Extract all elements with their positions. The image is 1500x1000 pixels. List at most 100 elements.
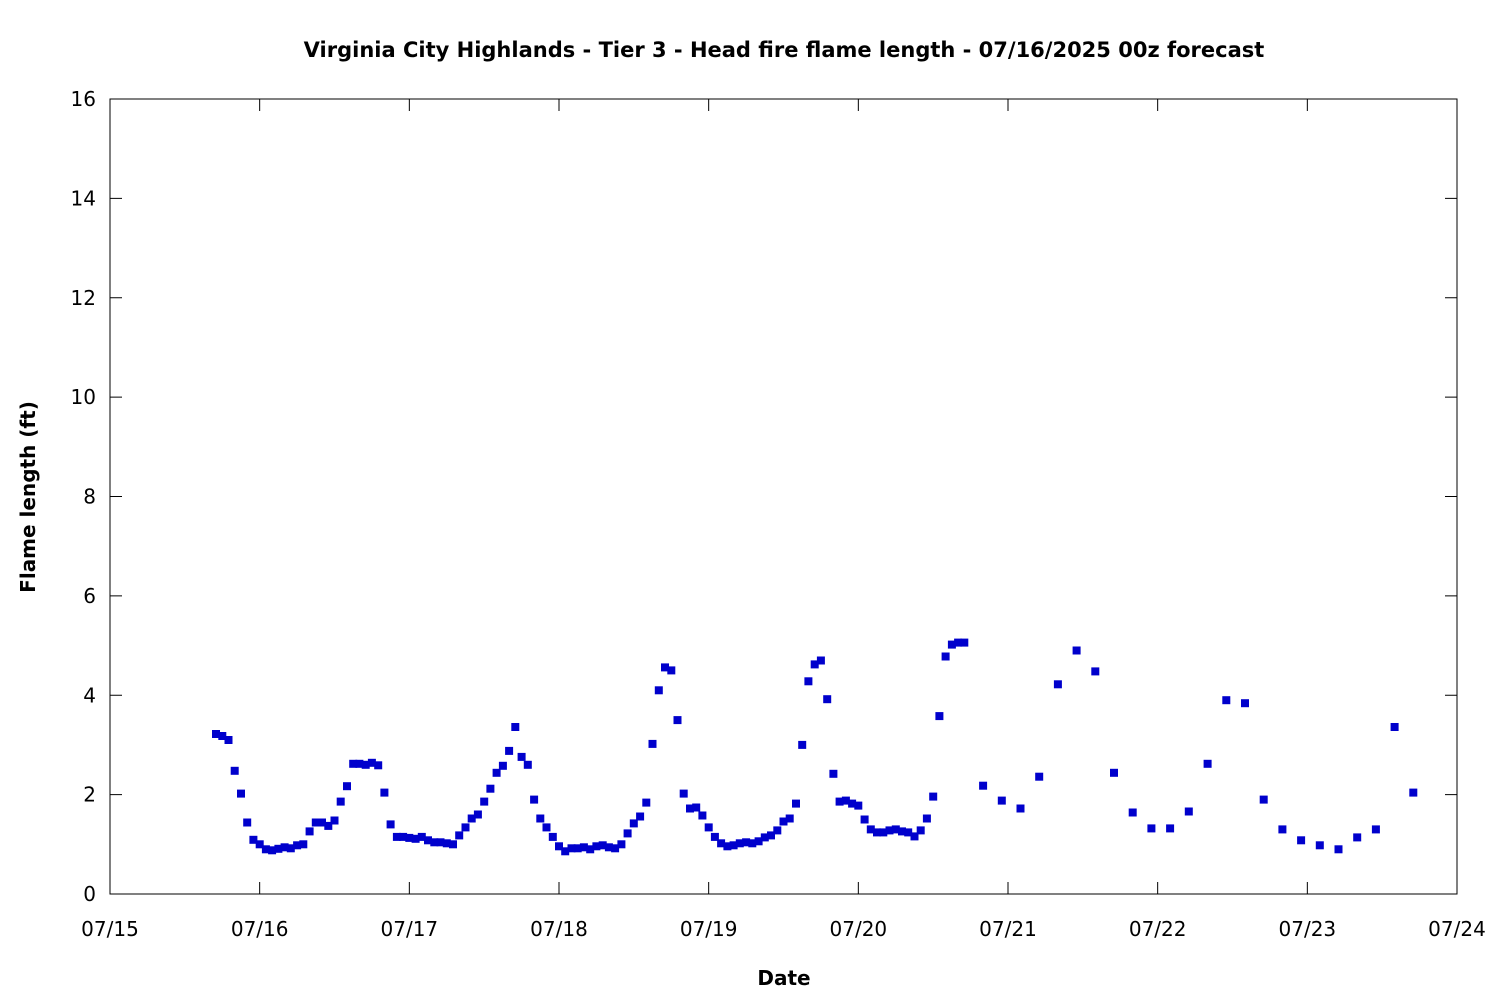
data-point: [579, 843, 588, 852]
x-tick-label: 07/22: [1129, 917, 1187, 941]
data-point: [617, 840, 626, 849]
data-point: [642, 798, 651, 807]
data-point: [1315, 841, 1324, 850]
data-point: [536, 814, 545, 823]
data-point: [997, 796, 1006, 805]
y-tick-label: 4: [83, 683, 96, 707]
data-point: [268, 846, 277, 855]
data-point: [679, 789, 688, 798]
data-point: [318, 818, 326, 827]
data-point: [286, 844, 295, 853]
data-point: [548, 832, 557, 841]
data-point: [717, 839, 726, 848]
data-point: [561, 847, 570, 856]
data-point: [816, 656, 825, 665]
data-point: [1371, 825, 1380, 834]
data-point: [767, 831, 775, 840]
x-tick-label: 07/16: [231, 917, 289, 941]
data-point: [947, 640, 956, 649]
data-point: [586, 845, 595, 854]
data-point: [1259, 795, 1268, 804]
data-point: [1110, 768, 1118, 777]
data-point: [473, 810, 482, 819]
x-tick-label: 07/15: [81, 917, 139, 941]
data-point: [311, 818, 320, 827]
data-point: [237, 789, 245, 798]
data-point: [891, 825, 900, 834]
data-point: [261, 845, 270, 854]
data-point: [224, 736, 233, 744]
data-point: [399, 832, 408, 841]
data-point: [380, 788, 389, 797]
data-point: [436, 838, 445, 847]
data-point: [1184, 807, 1193, 816]
data-point: [829, 769, 838, 778]
data-point: [498, 761, 507, 770]
y-tick-label: 14: [71, 186, 96, 210]
data-point: [343, 782, 351, 791]
data-point: [542, 823, 551, 832]
data-point: [405, 833, 414, 842]
data-point: [1016, 804, 1025, 813]
data-point: [293, 841, 302, 850]
data-point: [330, 816, 339, 825]
data-point: [442, 839, 451, 848]
data-point: [623, 829, 632, 838]
data-point: [898, 827, 906, 836]
data-point: [710, 832, 719, 841]
data-point: [754, 837, 763, 846]
data-point: [686, 804, 694, 813]
y-tick-label: 0: [83, 882, 96, 906]
data-point: [960, 638, 969, 647]
data-point: [742, 838, 751, 847]
data-point: [1334, 845, 1343, 854]
data-point: [305, 827, 314, 836]
data-point: [1390, 723, 1399, 731]
data-point: [361, 760, 370, 769]
data-point: [492, 768, 501, 777]
data-point: [1035, 772, 1044, 781]
data-point: [392, 832, 401, 841]
data-point: [417, 832, 426, 841]
data-point: [735, 839, 744, 848]
data-point: [530, 795, 539, 804]
axis-ticks: 0 2 4 6 8 10 12 14 16 07/15 07/16 07/17 07/18 07/19 07…: [71, 87, 1486, 941]
y-tick-label: 8: [83, 485, 96, 509]
data-point: [374, 761, 383, 770]
data-point: [1203, 759, 1212, 768]
data-point: [555, 842, 563, 851]
data-point: [573, 844, 582, 853]
data-point: [954, 638, 963, 647]
data-point: [467, 814, 476, 823]
data-point: [511, 723, 520, 731]
data-point: [779, 817, 788, 826]
data-point: [455, 831, 464, 840]
x-tick-label: 07/19: [680, 917, 738, 941]
data-point: [1353, 833, 1362, 842]
data-point: [866, 825, 875, 834]
data-point: [280, 843, 289, 852]
x-tick-label: 07/20: [830, 917, 888, 941]
data-point: [673, 716, 682, 725]
data-point: [480, 797, 489, 806]
data-point: [386, 820, 395, 829]
data-point: [411, 834, 420, 843]
data-point: [648, 739, 657, 748]
data-point: [1409, 788, 1418, 797]
x-tick-label: 07/23: [1279, 917, 1337, 941]
data-point: [636, 812, 645, 821]
data-point: [218, 732, 227, 740]
chart-title: Virginia City Highlands - Tier 3 - Head …: [304, 38, 1265, 62]
data-point: [1166, 824, 1175, 833]
data-point: [274, 844, 283, 853]
data-point: [1091, 667, 1100, 676]
data-point: [854, 801, 863, 810]
data-point: [598, 841, 607, 850]
data-points: [212, 638, 1418, 856]
data-point: [904, 828, 913, 837]
x-tick-label: 07/17: [381, 917, 439, 941]
data-point: [654, 686, 663, 695]
data-point: [823, 695, 832, 704]
data-point: [1278, 825, 1287, 834]
data-point: [212, 730, 220, 738]
